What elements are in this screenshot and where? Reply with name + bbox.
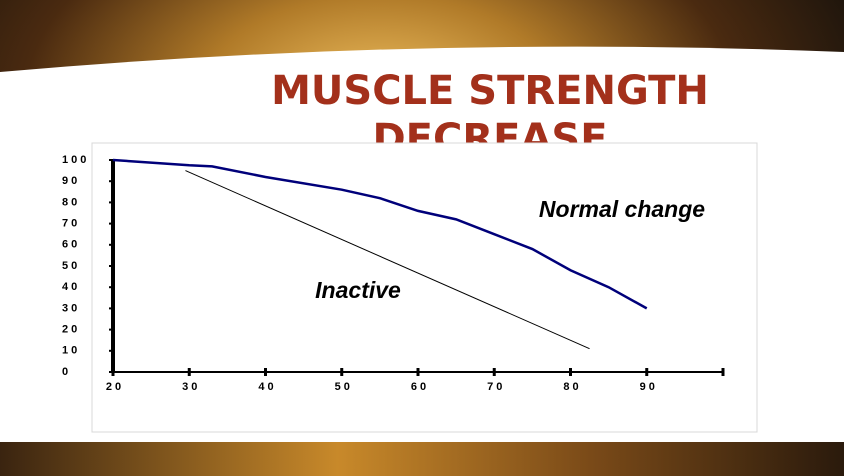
x-tick-label: 30 bbox=[182, 381, 200, 393]
series-label: Normal change bbox=[539, 196, 705, 222]
y-tick-label: 30 bbox=[62, 302, 80, 314]
x-tick-label: 20 bbox=[106, 381, 124, 393]
series-line bbox=[185, 170, 590, 350]
y-tick-label: 20 bbox=[62, 324, 80, 336]
y-tick-label: 70 bbox=[62, 218, 80, 230]
x-tick-label: 50 bbox=[335, 381, 353, 393]
y-tick-label: 40 bbox=[62, 281, 80, 293]
y-tick-label: 90 bbox=[62, 175, 80, 187]
plot: 0 10 20 30 40 50 60 70 80 90 100 20 30 40 50 60 70 80 90 No… bbox=[62, 154, 725, 393]
chart-box bbox=[91, 142, 758, 433]
y-tick-label: 60 bbox=[62, 239, 80, 251]
y-tick-label: 10 bbox=[62, 345, 80, 357]
y-tick-label: 0 bbox=[62, 366, 71, 378]
y-tick-label: 80 bbox=[62, 196, 80, 208]
y-tick-label: 100 bbox=[62, 154, 89, 166]
x-tick-label: 40 bbox=[258, 381, 276, 393]
x-tick-label: 90 bbox=[640, 381, 658, 393]
x-tick-label: 60 bbox=[411, 381, 429, 393]
series-label: Inactive bbox=[315, 277, 401, 303]
series-line bbox=[112, 158, 648, 310]
x-tick-label: 70 bbox=[487, 381, 505, 393]
x-tick-label: 80 bbox=[563, 381, 581, 393]
title-line: MUSCLE STRENGTH bbox=[271, 68, 709, 114]
background-bottom bbox=[0, 440, 844, 476]
y-tick-label: 50 bbox=[62, 260, 80, 272]
